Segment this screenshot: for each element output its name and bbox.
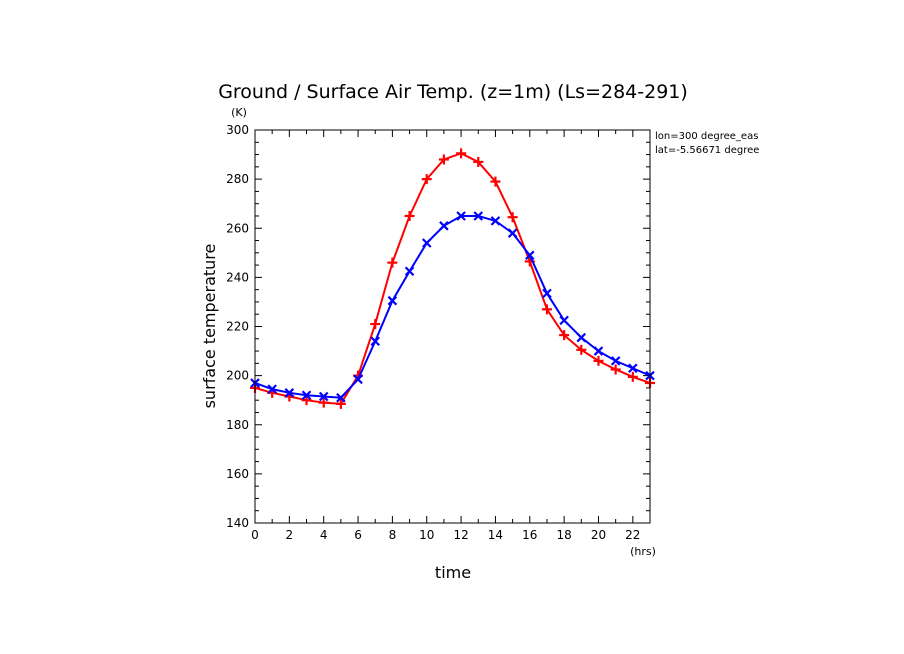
series-0-point (559, 330, 570, 341)
series-line-0 (254, 152, 651, 405)
series-0-point (404, 210, 415, 221)
series-0-point (627, 371, 638, 382)
series-1-point (628, 363, 638, 374)
series-0-point (473, 156, 484, 167)
x-tick-label: 20 (591, 528, 606, 542)
x-tick-label: 14 (488, 528, 503, 542)
y-tick-label: 260 (226, 221, 249, 235)
y-tick-label: 220 (226, 320, 249, 334)
series-0-point (318, 397, 329, 408)
series-1-point (439, 221, 449, 231)
x-tick-label: 8 (389, 528, 397, 542)
series-1-point (576, 332, 587, 343)
x-tick-label: 22 (625, 528, 640, 542)
series-1-point (490, 216, 501, 226)
series-1-point (593, 346, 604, 356)
series-1-point (525, 250, 535, 261)
series-1-point (473, 211, 484, 221)
series-1-point (336, 392, 346, 403)
series-1-point (559, 315, 569, 326)
series-1-point (610, 356, 621, 366)
x-tick-label: 4 (320, 528, 328, 542)
series-1-point (284, 388, 295, 398)
series-0-point (370, 319, 381, 330)
y-tick-label: 240 (226, 270, 249, 284)
series-line-1 (254, 214, 651, 399)
x-tick-label: 0 (251, 528, 259, 542)
series-1-point (421, 238, 432, 248)
series-0-point (507, 212, 518, 223)
series-1-point (387, 295, 398, 306)
series-0-point (593, 355, 604, 366)
series-1-point (267, 384, 277, 394)
series-1-point (404, 266, 415, 277)
x-tick-label: 12 (453, 528, 468, 542)
x-tick-label: 18 (556, 528, 571, 542)
y-tick-label: 140 (226, 516, 249, 530)
y-axis-label: surface temperature (200, 244, 219, 409)
series-1-point (507, 228, 518, 238)
series-0-point (610, 364, 621, 375)
series-0-point (421, 174, 432, 185)
y-tick-label: 160 (226, 467, 249, 481)
plot-frame (254, 129, 651, 524)
series-1-point (353, 374, 363, 385)
series-0-point (541, 304, 552, 315)
x-axis-label: time (435, 563, 471, 582)
x-tick-label: 6 (354, 528, 362, 542)
x-unit-label: (hrs) (630, 545, 656, 558)
series-0-point (490, 176, 501, 187)
series-1-point (456, 211, 466, 221)
y-tick-label: 280 (226, 172, 249, 186)
series-0-point (335, 398, 346, 409)
annotation-lat: lat=-5.56671 degree (655, 145, 759, 156)
y-tick-label: 300 (226, 123, 249, 137)
series-0-point (387, 257, 398, 268)
x-tick-label: 16 (522, 528, 537, 542)
x-tick-label: 10 (419, 528, 434, 542)
series-0-point (456, 148, 467, 159)
x-tick-label: 2 (286, 528, 294, 542)
series-1-point (301, 390, 312, 401)
y-tick-label: 180 (226, 418, 249, 432)
series-1-point (542, 288, 552, 299)
series-0-point (438, 154, 449, 165)
series-1-point (318, 391, 329, 402)
series-0-point (576, 344, 587, 355)
series-1-point (370, 336, 380, 347)
y-unit-label: (K) (231, 106, 247, 119)
chart-title: Ground / Surface Air Temp. (z=1m) (Ls=28… (218, 81, 688, 103)
annotation-lon: lon=300 degree_eas (655, 131, 758, 142)
y-tick-label: 200 (226, 369, 249, 383)
series-0-point (301, 395, 312, 406)
